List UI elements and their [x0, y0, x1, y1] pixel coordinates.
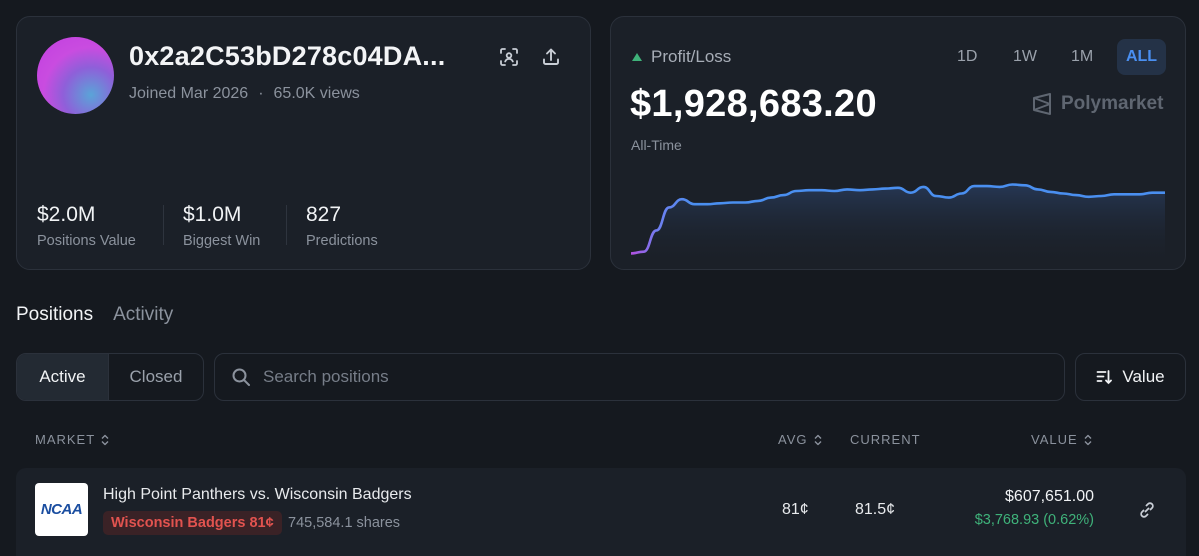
column-header-current: CURRENT	[850, 432, 921, 447]
active-filter-button[interactable]: Active	[17, 354, 109, 400]
ncaa-logo: NCAA	[35, 483, 88, 536]
stat-value: 827	[306, 203, 342, 226]
column-header-label: CURRENT	[850, 432, 921, 447]
share-count: 745,584.1 shares	[288, 515, 401, 531]
joined-date: Joined Mar 2026	[129, 85, 249, 102]
range-1w[interactable]: 1W	[1013, 48, 1037, 65]
range-1m[interactable]: 1M	[1071, 48, 1094, 65]
sort-icon	[1096, 370, 1113, 385]
search-box	[214, 353, 1065, 401]
tab-activity[interactable]: Activity	[113, 304, 174, 325]
profile-card: 0x2a2C53bD278c04DA... Joined Mar 2026 · 65…	[16, 16, 591, 270]
sort-updown-icon	[814, 434, 821, 445]
view-count: 65.0K views	[273, 85, 360, 102]
current-price: 81.5¢	[855, 501, 896, 518]
market-title[interactable]: High Point Panthers vs. Wisconsin Badger…	[103, 486, 412, 503]
pnl-value: $1,928,683.20	[630, 83, 877, 125]
status-toggle: Active Closed	[16, 353, 204, 401]
qr-scan-icon[interactable]	[495, 43, 523, 71]
search-input[interactable]	[263, 367, 1043, 387]
pnl-period: All-Time	[631, 137, 682, 153]
polymarket-logo-icon	[1033, 93, 1051, 115]
brand-name: Polymarket	[1061, 93, 1164, 114]
stat-divider	[286, 205, 287, 245]
pnl-header: Profit/Loss	[631, 47, 731, 67]
sort-label: Value	[1122, 367, 1165, 386]
wallet-address: 0x2a2C53bD278c04DA...	[129, 41, 446, 71]
column-header-avg[interactable]: AVG	[778, 432, 823, 447]
polymarket-brand: Polymarket	[1031, 93, 1163, 115]
value-amount: $607,651.00	[1005, 488, 1094, 505]
stat-label: Positions Value	[37, 233, 136, 249]
stat-value: $2.0M	[37, 203, 96, 226]
position-value: $607,651.00 $3,768.93 (0.62%)	[975, 488, 1094, 528]
range-all[interactable]: ALL	[1117, 39, 1166, 75]
chart-line	[631, 183, 1165, 255]
stat-positions-value: $2.0M Positions Value	[37, 203, 136, 249]
column-header-value[interactable]: VALUE	[1031, 432, 1093, 447]
stat-predictions: 827 Predictions	[306, 203, 378, 249]
profit-loss-card: Profit/Loss $1,928,683.20 All-Time 1D 1W…	[610, 16, 1186, 270]
pnl-label: Profit/Loss	[651, 47, 732, 66]
positions-activity-tabs: Positions Activity	[16, 304, 173, 326]
chart-area	[631, 184, 1165, 267]
sort-updown-icon	[1084, 434, 1092, 445]
closed-filter-button[interactable]: Closed	[129, 367, 183, 386]
share-icon[interactable]	[537, 43, 565, 71]
outcome-badge: Wisconsin Badgers 81¢	[103, 511, 282, 535]
pnl-chart	[631, 183, 1165, 267]
value-change: $3,768.93 (0.62%)	[974, 512, 1094, 528]
meta-separator: ·	[258, 85, 264, 102]
sort-updown-icon	[101, 434, 109, 445]
stat-biggest-win: $1.0M Biggest Win	[183, 203, 260, 249]
table-row[interactable]: NCAA High Point Panthers vs. Wisconsin B…	[16, 468, 1186, 556]
column-header-label: MARKET	[35, 432, 96, 447]
logo-text: NCAA	[40, 501, 83, 518]
avg-price: 81¢	[782, 501, 809, 518]
stat-label: Predictions	[306, 233, 378, 249]
link-icon[interactable]	[1133, 496, 1161, 524]
avatar	[37, 37, 114, 114]
column-header-market[interactable]: MARKET	[35, 432, 110, 447]
column-header-label: AVG	[778, 432, 808, 447]
tab-positions[interactable]: Positions	[16, 304, 94, 325]
stat-value: $1.0M	[183, 203, 242, 226]
triangle-up-icon	[632, 53, 642, 61]
stat-label: Biggest Win	[183, 233, 261, 249]
stat-divider	[163, 205, 164, 245]
range-1d[interactable]: 1D	[957, 48, 978, 65]
profile-meta: Joined Mar 2026 · 65.0K views	[129, 85, 360, 103]
sort-button[interactable]: Value	[1075, 353, 1186, 401]
search-icon	[232, 368, 250, 386]
column-header-label: VALUE	[1031, 432, 1078, 447]
